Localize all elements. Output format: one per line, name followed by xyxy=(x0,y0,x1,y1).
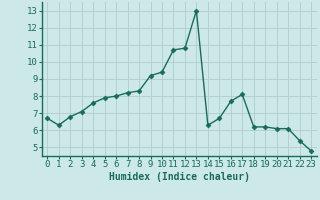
X-axis label: Humidex (Indice chaleur): Humidex (Indice chaleur) xyxy=(109,172,250,182)
